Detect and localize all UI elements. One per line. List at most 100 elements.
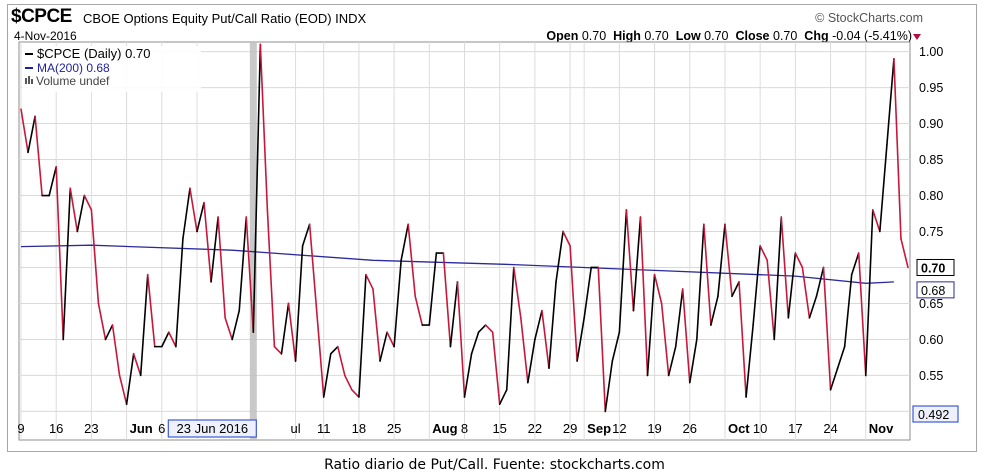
price-segment — [857, 252, 867, 377]
price-segment — [125, 353, 135, 406]
highlight-band — [249, 42, 257, 440]
volume-bars-icon — [31, 79, 33, 84]
price-segment — [104, 324, 114, 341]
price-segment — [688, 338, 698, 384]
low-value: 0.70 — [704, 29, 729, 43]
price-segment — [703, 223, 712, 326]
x-tick-label: Nov — [869, 421, 894, 436]
price-segment — [534, 309, 543, 341]
price-segment — [400, 223, 409, 262]
price-segment — [850, 252, 860, 276]
price-segment — [238, 216, 248, 312]
low-label: Low — [675, 29, 701, 43]
x-tick-label: 18 — [352, 421, 366, 436]
price-segment — [308, 223, 318, 312]
symbol-title: $CPCE — [11, 6, 72, 27]
price-segment — [27, 115, 36, 154]
legend-box — [22, 46, 201, 92]
x-tick-label: 10 — [753, 421, 767, 436]
site-credit[interactable]: © StockCharts.com — [815, 11, 923, 25]
price-segment — [653, 273, 663, 305]
price-segment — [787, 252, 797, 319]
price-segment — [470, 331, 480, 355]
price-segment — [801, 266, 811, 319]
price-segment — [146, 273, 156, 348]
x-tick-label: 26 — [683, 421, 697, 436]
price-segment — [69, 187, 79, 233]
price-segment — [132, 353, 142, 377]
price-segment — [808, 295, 818, 319]
price-segment — [224, 317, 233, 341]
price-segment — [773, 216, 783, 341]
price-segment — [562, 230, 571, 247]
volume-bars-icon — [25, 78, 27, 84]
figure-caption: Ratio diario de Put/Call. Fuente: stockc… — [324, 457, 665, 473]
price-segment — [160, 331, 170, 348]
price-segment — [168, 331, 177, 348]
price-segment — [407, 223, 417, 298]
price-segment — [393, 259, 402, 348]
x-tick-label: 19 — [647, 421, 661, 436]
x-tick-label: Sep — [587, 421, 611, 436]
price-segment — [604, 360, 614, 413]
x-tick-label: Jun — [130, 421, 153, 436]
price-segment — [576, 317, 585, 362]
x-tick-label: 15 — [492, 421, 506, 436]
ohlc-readout: Open 0.70 High 0.70 Low 0.70 Close 0.70 … — [546, 29, 912, 43]
price-segment — [611, 331, 621, 362]
y-tick-label: 0.55 — [919, 369, 943, 383]
price-segment — [259, 43, 269, 211]
price-segment — [696, 223, 705, 341]
price-segment — [111, 324, 121, 377]
price-segment — [872, 209, 881, 233]
min-value-badge — [912, 405, 959, 423]
x-tick-label: Aug — [432, 421, 457, 436]
price-segment — [710, 295, 719, 326]
price-segment — [210, 216, 219, 283]
x-tick-label: 16 — [49, 421, 63, 436]
price-segment — [196, 201, 205, 233]
date-badge — [167, 419, 257, 438]
legend-price: $CPCE (Daily) 0.70 — [37, 46, 150, 61]
price-segment — [836, 345, 846, 370]
x-tick-label: 6 — [158, 421, 165, 436]
x-tick-label: 24 — [823, 421, 837, 436]
price-segment — [822, 266, 832, 391]
price-segment — [83, 194, 93, 211]
last-value-label: 0.70 — [921, 261, 945, 275]
price-segment — [203, 201, 212, 283]
price-segment — [512, 266, 522, 319]
price-segment — [632, 216, 642, 312]
price-segment — [273, 345, 283, 355]
x-tick-label: 9 — [17, 421, 24, 436]
price-segment — [583, 266, 593, 319]
price-segment — [62, 187, 72, 341]
price-segment — [414, 295, 424, 326]
x-tick-label: 29 — [563, 421, 577, 436]
x-tick-label: Oct — [728, 421, 750, 436]
price-segment — [569, 245, 578, 362]
chg-label: Chg — [804, 29, 829, 43]
y-tick-label: 0.75 — [919, 225, 943, 239]
price-segment — [287, 302, 297, 362]
price-segment — [625, 209, 635, 312]
price-segment — [548, 281, 557, 370]
price-segment — [294, 245, 304, 362]
price-segment — [597, 266, 607, 413]
price-segment — [498, 389, 508, 406]
price-segment — [329, 345, 339, 355]
ma-value-label: 0.68 — [921, 284, 945, 298]
chart-date: 4-Nov-2016 — [14, 29, 77, 43]
x-tick-label: 17 — [788, 421, 802, 436]
price-segment — [182, 187, 191, 240]
price-segment — [252, 43, 262, 334]
x-tick-label: 23 — [84, 421, 98, 436]
volume-bars-icon — [28, 76, 30, 84]
price-segment — [55, 165, 65, 341]
price-segment — [76, 194, 86, 233]
price-segment — [175, 237, 184, 348]
price-segment — [20, 108, 29, 154]
price-segment — [794, 252, 804, 269]
price-segment — [667, 345, 677, 377]
